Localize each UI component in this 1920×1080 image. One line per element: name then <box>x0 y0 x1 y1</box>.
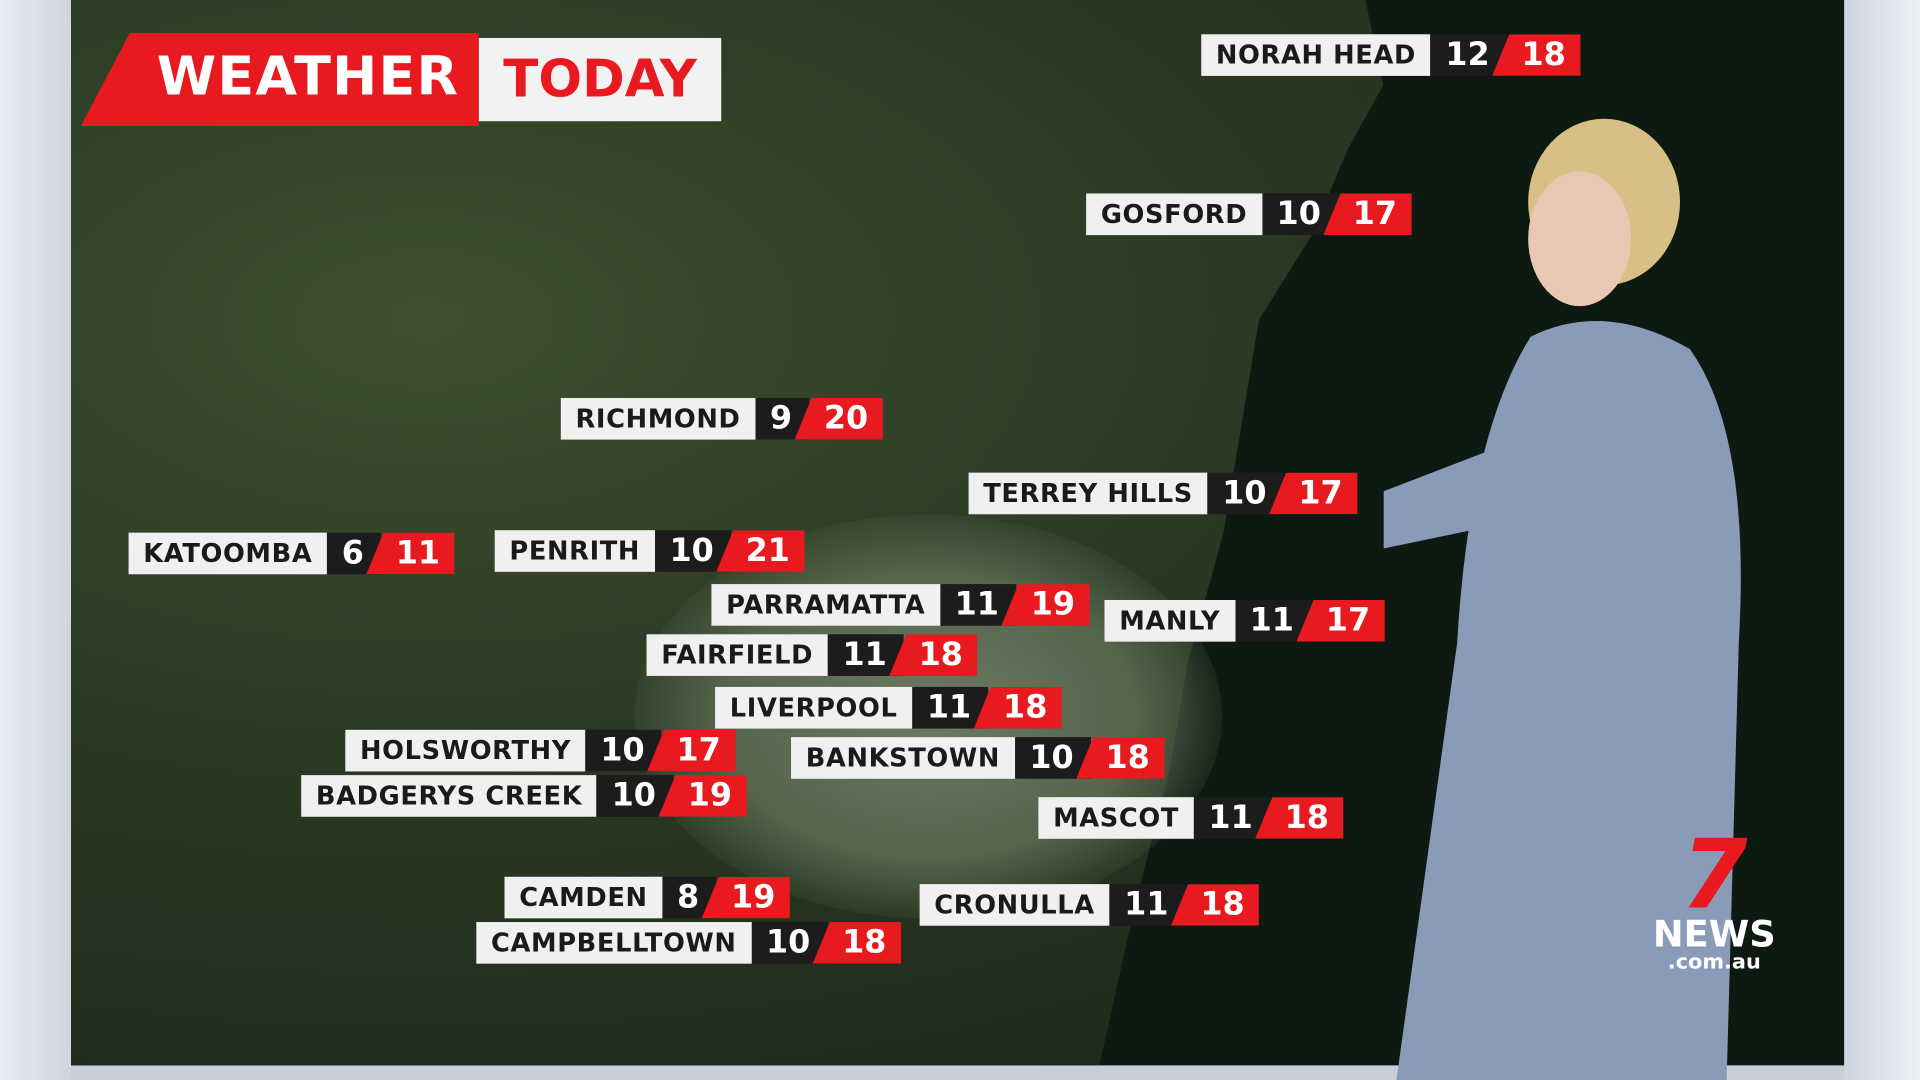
location-name: MASCOT <box>1038 797 1194 839</box>
location-name: BADGERYS CREEK <box>301 775 597 817</box>
banner-title-right: TODAY <box>478 37 722 122</box>
min-temp: 10 <box>1014 737 1091 779</box>
min-temp: 11 <box>1193 797 1270 839</box>
location-label-mascot: MASCOT 11 18 <box>1038 797 1344 839</box>
location-name: LIVERPOOL <box>715 686 913 729</box>
max-temp: 21 <box>716 530 805 572</box>
presenter <box>1383 118 1741 1080</box>
location-name: FAIRFIELD <box>646 634 828 676</box>
min-temp: 12 <box>1430 34 1507 76</box>
weather-today-banner: WEATHER TODAY <box>80 33 722 127</box>
location-label-richmond: RICHMOND 9 20 <box>560 397 883 440</box>
studio-wall-left <box>0 0 72 1080</box>
7news-logo: 7 NEWS .com.au <box>1629 820 1800 975</box>
max-temp: 19 <box>701 876 791 919</box>
location-label-cronulla: CRONULLA 11 18 <box>919 884 1260 926</box>
location-name: CRONULLA <box>919 884 1110 926</box>
location-name: NORAH HEAD <box>1201 34 1431 76</box>
min-temp: 10 <box>1207 472 1284 515</box>
min-temp: 10 <box>596 775 674 817</box>
max-temp: 18 <box>1492 34 1581 76</box>
min-temp: 10 <box>585 729 662 772</box>
studio-wall-right <box>1844 0 1920 1080</box>
location-name: PARRAMATTA <box>711 584 940 626</box>
max-temp: 17 <box>1296 600 1385 642</box>
max-temp: 18 <box>812 922 902 964</box>
banner-title-left: WEATHER <box>80 33 479 127</box>
location-label-penrith: PENRITH 10 21 <box>494 530 805 572</box>
location-label-campbelltown: CAMPBELLTOWN 10 18 <box>476 922 902 964</box>
location-name: GOSFORD <box>1086 193 1262 236</box>
max-temp: 19 <box>1001 584 1090 626</box>
location-label-katoomba: KATOOMBA 6 11 <box>128 532 455 575</box>
location-label-holsworthy: HOLSWORTHY 10 17 <box>345 729 736 772</box>
location-label-norah-head: NORAH HEAD 12 18 <box>1201 34 1581 76</box>
location-label-fairfield: FAIRFIELD 11 18 <box>646 634 978 676</box>
max-temp: 17 <box>647 729 736 772</box>
max-temp: 20 <box>794 397 883 440</box>
logo-domain: .com.au <box>1667 950 1761 975</box>
location-label-parramatta: PARRAMATTA 11 19 <box>711 584 1090 626</box>
location-name: KATOOMBA <box>128 532 328 575</box>
min-temp: 10 <box>1261 193 1339 236</box>
min-temp: 11 <box>1109 884 1186 926</box>
location-label-terrey-hills: TERREY HILLS 10 17 <box>968 472 1358 515</box>
max-temp: 18 <box>1170 884 1260 926</box>
location-label-bankstown: BANKSTOWN 10 18 <box>791 737 1165 779</box>
max-temp: 18 <box>1076 737 1165 779</box>
location-name: PENRITH <box>494 530 655 572</box>
logo-brand: NEWS <box>1652 913 1776 957</box>
logo-mark: 7 <box>1681 820 1748 931</box>
max-temp: 18 <box>973 686 1063 729</box>
min-temp: 11 <box>912 686 989 729</box>
location-label-badgerys-creek: BADGERYS CREEK 10 19 <box>301 775 747 817</box>
location-label-manly: MANLY 11 17 <box>1104 600 1385 642</box>
location-label-camden: CAMDEN 8 19 <box>504 876 791 919</box>
location-name: CAMDEN <box>504 876 663 919</box>
max-temp: 17 <box>1269 472 1358 515</box>
location-name: BANKSTOWN <box>791 737 1015 779</box>
location-name: HOLSWORTHY <box>345 729 586 772</box>
max-temp: 11 <box>366 532 455 575</box>
location-name: RICHMOND <box>560 397 756 440</box>
min-temp: 11 <box>827 634 904 676</box>
location-name: CAMPBELLTOWN <box>476 922 752 964</box>
max-temp: 18 <box>889 634 978 676</box>
min-temp: 10 <box>654 530 731 572</box>
min-temp: 10 <box>751 922 828 964</box>
location-name: TERREY HILLS <box>968 472 1208 515</box>
max-temp: 18 <box>1255 797 1344 839</box>
max-temp: 19 <box>658 775 747 817</box>
location-name: MANLY <box>1104 600 1235 642</box>
min-temp: 11 <box>939 584 1017 626</box>
location-label-gosford: GOSFORD 10 17 <box>1086 193 1412 236</box>
max-temp: 17 <box>1323 193 1412 236</box>
location-label-liverpool: LIVERPOOL 11 18 <box>715 686 1063 729</box>
min-temp: 11 <box>1234 600 1312 642</box>
